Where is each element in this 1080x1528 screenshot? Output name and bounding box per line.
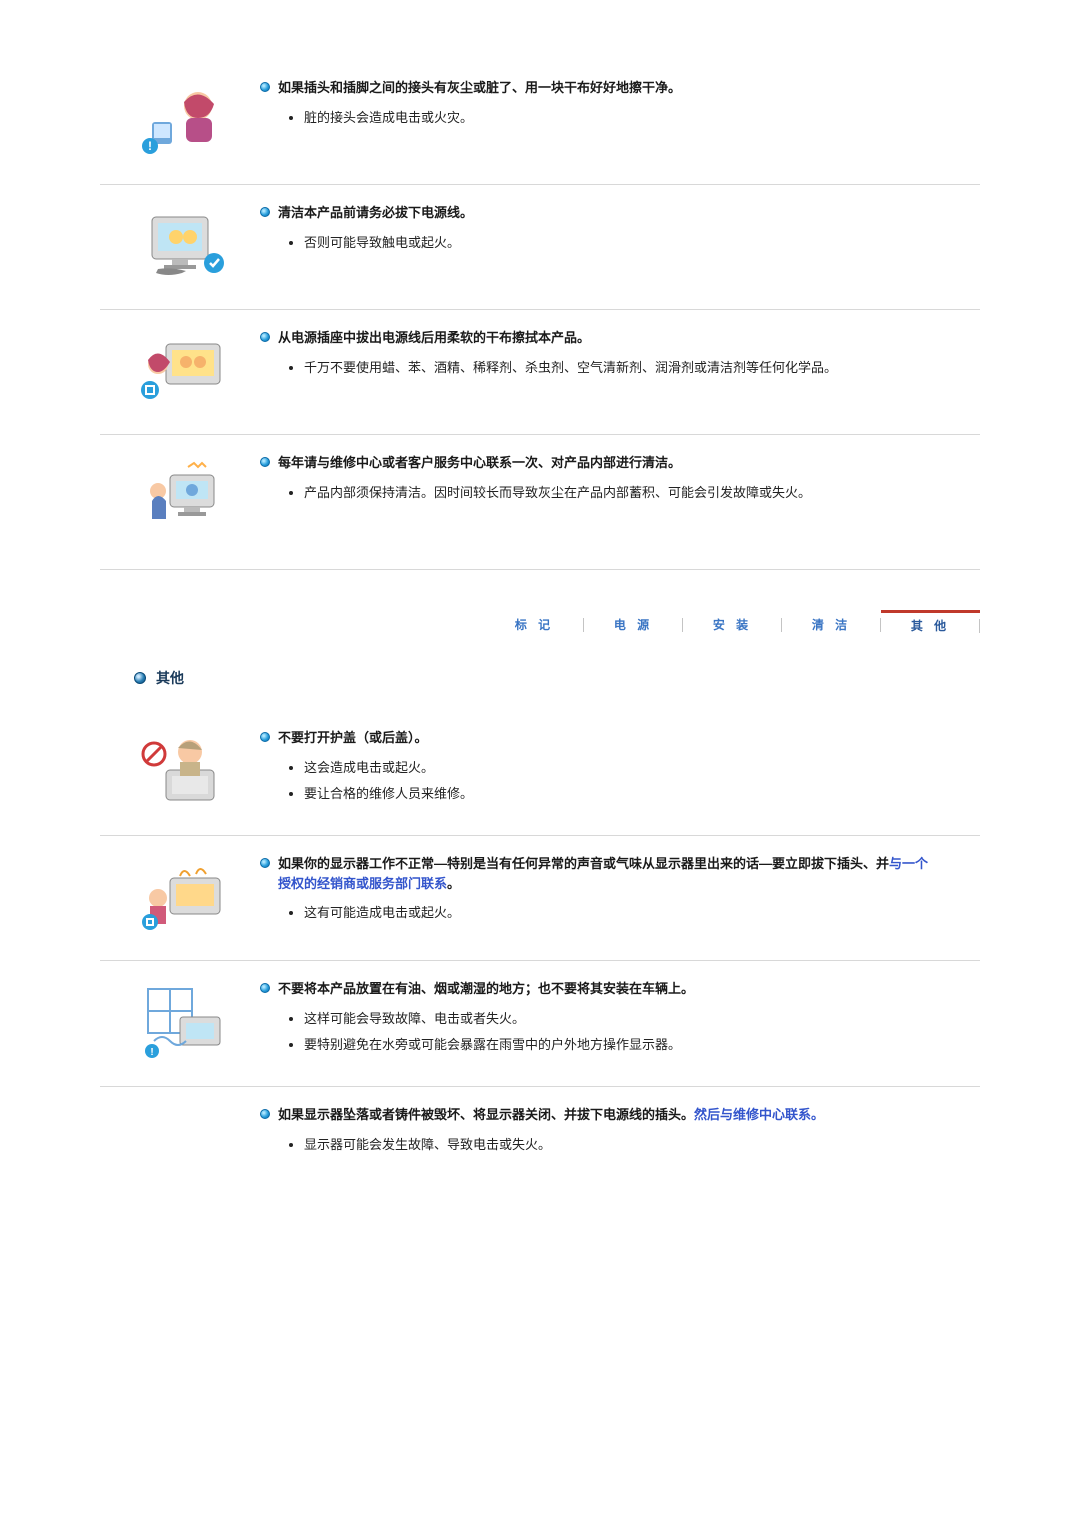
heading-fragment: 不要打开护盖（或后盖）。 — [278, 730, 428, 745]
safety-item-row: 从电源插座中拔出电源线后用柔软的干布擦拭本产品。千万不要使用蜡、苯、酒精、稀释剂… — [100, 309, 980, 434]
sub-bullet: 产品内部须保持清洁。因时间较长而导致灰尘在产品内部蓄积、可能会引发故障或失火。 — [304, 483, 940, 504]
text-cell: 每年请与维修中心或者客户服务中心联系一次、对产品内部进行清洁。产品内部须保持清洁… — [260, 453, 980, 509]
heading-text: 清洁本产品前请务必拔下电源线。 — [278, 203, 473, 223]
sub-list: 脏的接头会造成电击或火灾。 — [304, 108, 940, 129]
inline-link[interactable]: 然后与维修中心联系。 — [694, 1107, 824, 1122]
section-header-other: 其他 — [134, 668, 980, 688]
heading-text: 不要将本产品放置在有油、烟或潮湿的地方；也不要将其安装在车辆上。 — [278, 979, 694, 999]
item-heading: 如果插头和插脚之间的接头有灰尘或脏了、用一块干布好好地擦干净。 — [260, 78, 940, 98]
illustration-icon — [140, 82, 232, 160]
sub-list: 这会造成电击或起火。要让合格的维修人员来维修。 — [304, 758, 940, 806]
illustration-icon — [140, 983, 232, 1061]
safety-item-row: 不要将本产品放置在有油、烟或潮湿的地方；也不要将其安装在车辆上。这样可能会导致故… — [100, 960, 980, 1086]
tab-power[interactable]: 电 源 — [584, 610, 683, 638]
heading-text: 如果你的显示器工作不正常—特别是当有任何异常的声音或气味从显示器里出来的话—要立… — [278, 854, 940, 893]
safety-item-row: 不要打开护盖（或后盖）。这会造成电击或起火。要让合格的维修人员来维修。 — [100, 710, 980, 835]
heading-text: 如果显示器坠落或者铸件被毁坏、将显示器关闭、并拔下电源线的插头。然后与维修中心联… — [278, 1105, 824, 1125]
sub-bullet: 否则可能导致触电或起火。 — [304, 233, 940, 254]
sub-bullet: 要特别避免在水旁或可能会暴露在雨雪中的户外地方操作显示器。 — [304, 1035, 940, 1056]
item-heading: 不要打开护盖（或后盖）。 — [260, 728, 940, 748]
illustration-cell — [100, 203, 260, 285]
tab-install[interactable]: 安 装 — [683, 610, 782, 638]
item-heading: 不要将本产品放置在有油、烟或潮湿的地方；也不要将其安装在车辆上。 — [260, 979, 940, 999]
section-title: 其他 — [156, 668, 184, 688]
illustration-cell — [100, 854, 260, 936]
illustration-cell — [100, 728, 260, 810]
heading-text: 每年请与维修中心或者客户服务中心联系一次、对产品内部进行清洁。 — [278, 453, 681, 473]
illustration-icon — [140, 457, 232, 535]
text-cell: 如果插头和插脚之间的接头有灰尘或脏了、用一块干布好好地擦干净。脏的接头会造成电击… — [260, 78, 980, 134]
text-cell: 不要打开护盖（或后盖）。这会造成电击或起火。要让合格的维修人员来维修。 — [260, 728, 980, 811]
item-heading: 每年请与维修中心或者客户服务中心联系一次、对产品内部进行清洁。 — [260, 453, 940, 473]
illustration-cell — [100, 453, 260, 535]
divider — [100, 569, 980, 570]
sub-list: 否则可能导致触电或起火。 — [304, 233, 940, 254]
sub-bullet: 这有可能造成电击或起火。 — [304, 903, 940, 924]
sub-bullet: 这样可能会导致故障、电击或者失火。 — [304, 1009, 940, 1030]
tab-other[interactable]: 其 他 — [881, 610, 980, 638]
text-cell: 从电源插座中拔出电源线后用柔软的干布擦拭本产品。千万不要使用蜡、苯、酒精、稀释剂… — [260, 328, 980, 384]
safety-item-row: 如果显示器坠落或者铸件被毁坏、将显示器关闭、并拔下电源线的插头。然后与维修中心联… — [100, 1086, 980, 1185]
bullet-dot-icon — [134, 672, 146, 684]
tabs-nav: 标 记电 源安 装清 洁其 他 — [100, 610, 980, 638]
illustration-icon — [140, 732, 232, 810]
heading-fragment: 不要将本产品放置在有油、烟或潮湿的地方；也不要将其安装在车辆上。 — [278, 981, 694, 996]
sub-list: 显示器可能会发生故障、导致电击或失火。 — [304, 1135, 940, 1156]
bullet-dot-icon — [260, 732, 270, 742]
safety-item-row: 清洁本产品前请务必拔下电源线。否则可能导致触电或起火。 — [100, 184, 980, 309]
item-heading: 从电源插座中拔出电源线后用柔软的干布擦拭本产品。 — [260, 328, 940, 348]
heading-fragment: 如果显示器坠落或者铸件被毁坏、将显示器关闭、并拔下电源线的插头。 — [278, 1107, 694, 1122]
item-heading: 如果显示器坠落或者铸件被毁坏、将显示器关闭、并拔下电源线的插头。然后与维修中心联… — [260, 1105, 940, 1125]
bullet-dot-icon — [260, 457, 270, 467]
illustration-cell — [100, 78, 260, 160]
sub-bullet: 这会造成电击或起火。 — [304, 758, 940, 779]
heading-text: 不要打开护盖（或后盖）。 — [278, 728, 428, 748]
safety-item-row: 每年请与维修中心或者客户服务中心联系一次、对产品内部进行清洁。产品内部须保持清洁… — [100, 434, 980, 559]
sub-list: 这样可能会导致故障、电击或者失火。要特别避免在水旁或可能会暴露在雨雪中的户外地方… — [304, 1009, 940, 1057]
sub-list: 千万不要使用蜡、苯、酒精、稀释剂、杀虫剂、空气清新剂、润滑剂或清洁剂等任何化学品… — [304, 358, 940, 379]
text-cell: 清洁本产品前请务必拔下电源线。否则可能导致触电或起火。 — [260, 203, 980, 259]
illustration-cell — [100, 979, 260, 1061]
illustration-icon — [140, 207, 232, 285]
text-cell: 不要将本产品放置在有油、烟或潮湿的地方；也不要将其安装在车辆上。这样可能会导致故… — [260, 979, 980, 1062]
text-cell: 如果显示器坠落或者铸件被毁坏、将显示器关闭、并拔下电源线的插头。然后与维修中心联… — [260, 1105, 980, 1161]
illustration-icon — [140, 858, 232, 936]
bullet-dot-icon — [260, 983, 270, 993]
page: 如果插头和插脚之间的接头有灰尘或脏了、用一块干布好好地擦干净。脏的接头会造成电击… — [100, 0, 980, 1265]
bullet-dot-icon — [260, 207, 270, 217]
safety-item-row: 如果你的显示器工作不正常—特别是当有任何异常的声音或气味从显示器里出来的话—要立… — [100, 835, 980, 960]
heading-fragment: 。 — [447, 876, 460, 891]
tab-notation[interactable]: 标 记 — [485, 610, 584, 638]
sub-list: 产品内部须保持清洁。因时间较长而导致灰尘在产品内部蓄积、可能会引发故障或失火。 — [304, 483, 940, 504]
bullet-dot-icon — [260, 858, 270, 868]
bullet-dot-icon — [260, 82, 270, 92]
safety-item-row: 如果插头和插脚之间的接头有灰尘或脏了、用一块干布好好地擦干净。脏的接头会造成电击… — [100, 60, 980, 184]
sub-list: 这有可能造成电击或起火。 — [304, 903, 940, 924]
sub-bullet: 脏的接头会造成电击或火灾。 — [304, 108, 940, 129]
bullet-dot-icon — [260, 332, 270, 342]
bullet-dot-icon — [260, 1109, 270, 1119]
illustration-icon — [140, 332, 232, 410]
sub-bullet: 显示器可能会发生故障、导致电击或失火。 — [304, 1135, 940, 1156]
heading-fragment: 如果你的显示器工作不正常—特别是当有任何异常的声音或气味从显示器里出来的话—要立… — [278, 856, 889, 871]
tab-clean[interactable]: 清 洁 — [782, 610, 881, 638]
text-cell: 如果你的显示器工作不正常—特别是当有任何异常的声音或气味从显示器里出来的话—要立… — [260, 854, 980, 930]
illustration-cell — [100, 1105, 260, 1109]
sub-bullet: 要让合格的维修人员来维修。 — [304, 784, 940, 805]
item-heading: 清洁本产品前请务必拔下电源线。 — [260, 203, 940, 223]
item-heading: 如果你的显示器工作不正常—特别是当有任何异常的声音或气味从显示器里出来的话—要立… — [260, 854, 940, 893]
illustration-cell — [100, 328, 260, 410]
heading-text: 如果插头和插脚之间的接头有灰尘或脏了、用一块干布好好地擦干净。 — [278, 78, 681, 98]
heading-text: 从电源插座中拔出电源线后用柔软的干布擦拭本产品。 — [278, 328, 590, 348]
sub-bullet: 千万不要使用蜡、苯、酒精、稀释剂、杀虫剂、空气清新剂、润滑剂或清洁剂等任何化学品… — [304, 358, 940, 379]
